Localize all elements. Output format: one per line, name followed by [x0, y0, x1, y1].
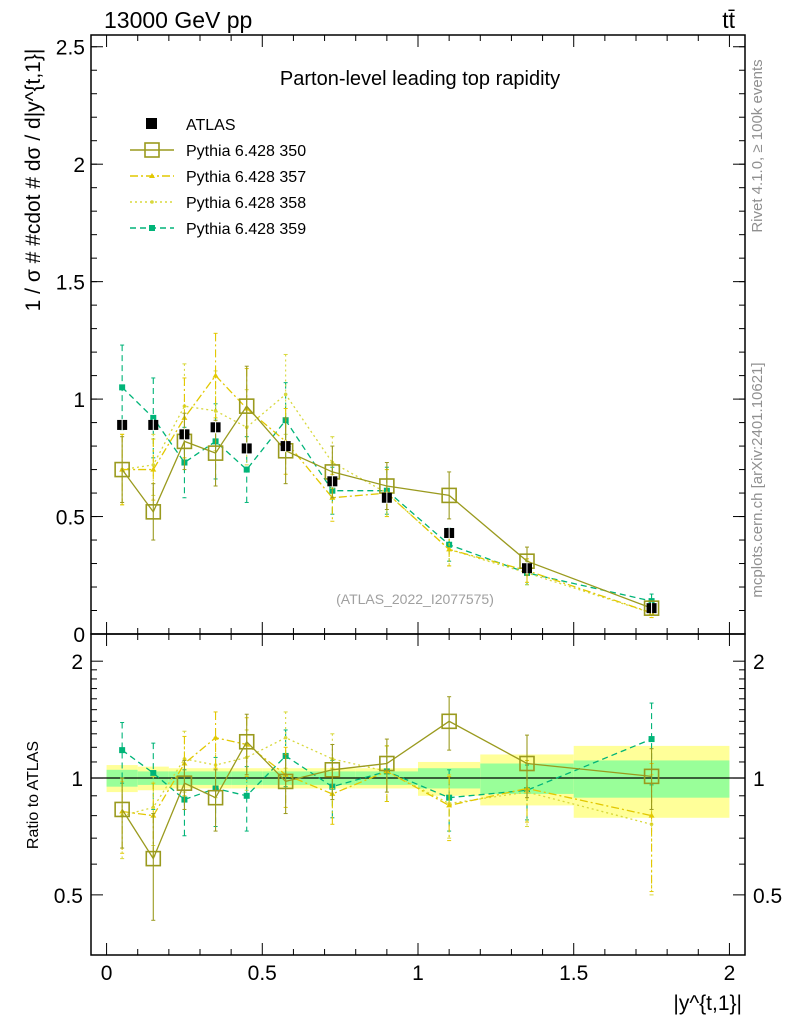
x-axis-label: |y^{t,1}| [673, 992, 742, 1015]
main-series-2-marker [151, 463, 156, 467]
x-tick-label: 0.5 [248, 962, 277, 985]
ratio-series-3-marker [648, 736, 655, 743]
chart-title-text: Parton-level leading top rapidity [280, 68, 560, 90]
ratio-series-3-marker [119, 747, 126, 754]
main-series-1-marker [150, 466, 157, 472]
main-series-3-marker [150, 414, 157, 421]
y-tick-label: 1 [73, 389, 85, 412]
y-tick-label: 2.5 [56, 37, 85, 60]
legend-2-marker [150, 200, 154, 204]
main-series-0-marker [441, 487, 457, 504]
ratio-tick-label-right: 2 [753, 651, 765, 674]
x-tick-label: 1.5 [559, 962, 588, 985]
y-tick-label: 2 [73, 154, 85, 177]
ratio-series-3-marker [150, 770, 157, 777]
main-series-3-marker [119, 384, 126, 391]
ratio-series-0-marker [324, 762, 341, 778]
chart-title: Parton-level leading top rapidity [280, 68, 560, 90]
main-series-0-marker [114, 461, 130, 478]
y-axis-label: 1 / σ # #cdot # dσ / d|y^{t,1}| [22, 49, 45, 312]
main-series-0-marker [207, 445, 224, 461]
ratio-tick-label: 2 [71, 651, 83, 674]
legend-label-2: Pythia 6.428 358 [186, 195, 306, 212]
ratio-y-axis-label: Ratio to ATLAS [25, 741, 42, 849]
ratio-series-0-marker [238, 733, 255, 750]
x-tick-label: 1 [412, 962, 424, 985]
ratio-series-1-marker [212, 734, 219, 740]
main-series-2-marker [213, 409, 218, 413]
legend-atlas-marker [146, 118, 157, 129]
ratio-series-0-marker [519, 755, 535, 772]
legend-label-1: Pythia 6.428 357 [186, 169, 306, 186]
ratio-tick-label-right: 1 [753, 768, 765, 791]
ratio-series-0-marker [643, 768, 660, 785]
legend: ATLAS Pythia 6.428 350 Pythia 6.428 357 Pyt… [130, 117, 306, 238]
ratio-series-0-marker [176, 775, 193, 791]
main-series-0-marker [643, 600, 660, 616]
axes: 0 0.5 1 1.5 2 2.5 0.5 0.5 1 1 2 2 0 0.5 1 1.5 2 [54, 34, 782, 985]
ratio-series-1-marker [446, 802, 453, 808]
ratio-series [114, 696, 660, 921]
watermark: (ATLAS_2022_I2077575) [336, 591, 494, 607]
main-series-0-marker [238, 398, 255, 414]
main-series-1-marker [446, 546, 453, 552]
main-series [114, 332, 660, 619]
side-text-mcplots: mcplots.cern.ch [arXiv:2401.10621] [749, 362, 766, 597]
side-text-rivet: Rivet 4.1.0, ≥ 100k events [749, 59, 766, 232]
legend-1-marker [149, 173, 155, 178]
y-tick-label: 0.5 [56, 507, 85, 530]
legend-3-marker [149, 225, 155, 231]
ratio-series-1-marker [648, 812, 655, 818]
x-tick-label: 2 [724, 962, 736, 985]
main-series-0-marker [145, 504, 162, 520]
ratio-series-0-marker [379, 755, 395, 772]
legend-atlas-label: ATLAS [186, 117, 236, 134]
ratio-uncertainty-bands [91, 745, 745, 818]
x-tick-label: 0 [101, 962, 113, 985]
legend-0-marker [144, 142, 160, 158]
legend-label-0: Pythia 6.428 350 [186, 143, 306, 160]
legend-label-3: Pythia 6.428 359 [186, 221, 306, 238]
header-process: tt̄ [722, 7, 735, 33]
ratio-series-0-marker [114, 801, 130, 818]
ratio-series-0-marker [207, 789, 224, 806]
ratio-series-3-marker [243, 792, 250, 799]
main-series-1-marker [212, 372, 219, 378]
header-energy: 13000 GeV pp [104, 7, 252, 33]
ratio-series-0-marker [145, 850, 162, 867]
ratio-tick-label: 0.5 [54, 885, 83, 908]
ratio-tick-label-right: 0.5 [753, 885, 782, 908]
ratio-series-0-marker [277, 773, 294, 790]
main-series-3-marker [243, 466, 250, 473]
ratio-tick-label: 1 [71, 768, 83, 791]
ratio-series-0-marker [441, 713, 457, 730]
ratio-series-2-marker [283, 735, 288, 740]
y-tick-label: 1.5 [56, 272, 85, 295]
y-tick-label: 0 [73, 624, 85, 647]
main-series-2-marker [283, 392, 288, 397]
ratio-series-2-marker [151, 805, 156, 810]
